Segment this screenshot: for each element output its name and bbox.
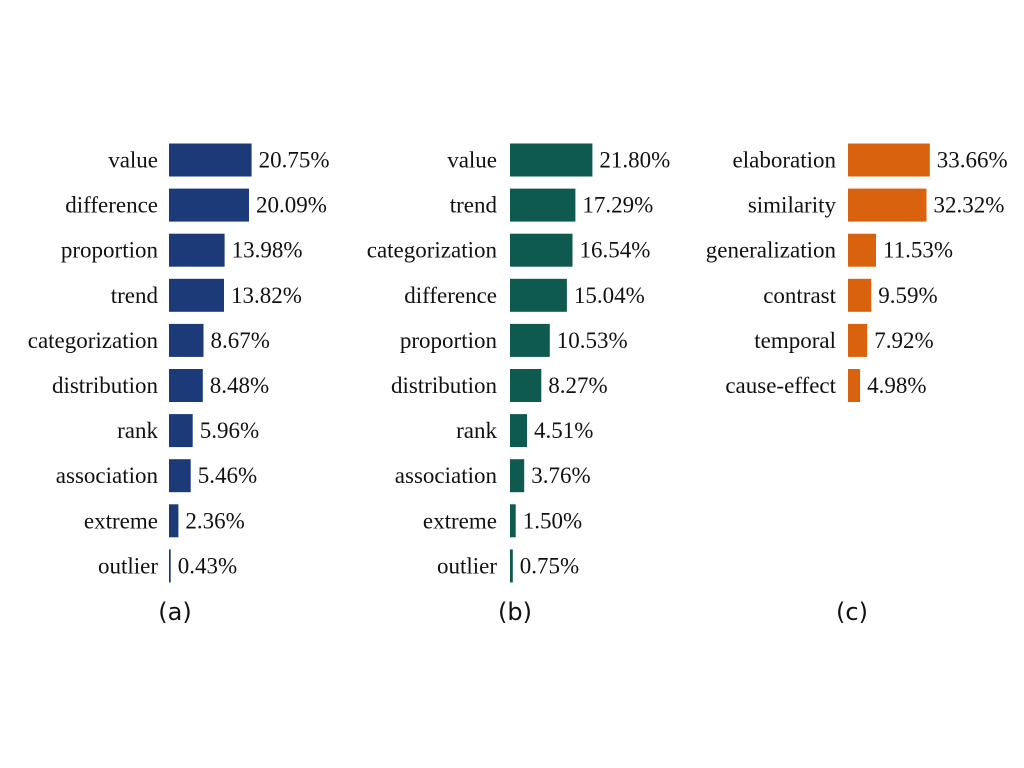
- bar: [510, 504, 516, 538]
- bar: [510, 188, 576, 222]
- category-label: rank: [117, 418, 158, 443]
- value-label: 11.53%: [883, 238, 953, 263]
- bar: [510, 414, 527, 448]
- category-label: categorization: [367, 238, 498, 263]
- value-label: 2.36%: [185, 508, 244, 533]
- bar: [169, 278, 224, 312]
- category-label: cause-effect: [725, 373, 836, 398]
- category-label: proportion: [400, 328, 498, 353]
- bar: [169, 143, 252, 177]
- chart-panel-1: value 20.75% difference 20.09% proportion 13.…: [28, 143, 330, 626]
- bar: [848, 323, 868, 357]
- category-label: outlier: [98, 553, 158, 578]
- value-label: 1.50%: [523, 508, 582, 533]
- bar: [510, 233, 573, 267]
- value-label: 8.48%: [210, 373, 269, 398]
- bar: [848, 188, 927, 222]
- category-label: distribution: [391, 373, 498, 398]
- value-label: 8.27%: [548, 373, 607, 398]
- category-label: temporal: [754, 328, 836, 353]
- bar: [169, 414, 193, 448]
- value-label: 5.46%: [198, 463, 257, 488]
- bar: [169, 369, 203, 402]
- bar: [169, 459, 191, 493]
- category-label: extreme: [423, 508, 497, 533]
- value-label: 21.80%: [599, 148, 670, 173]
- category-label: value: [108, 148, 158, 173]
- category-label: proportion: [61, 238, 159, 263]
- category-label: generalization: [706, 238, 837, 263]
- panel-label: (c): [836, 598, 868, 626]
- bar: [510, 323, 550, 357]
- category-label: value: [447, 148, 497, 173]
- value-label: 3.76%: [531, 463, 590, 488]
- value-label: 4.98%: [867, 373, 926, 398]
- bar: [169, 323, 204, 357]
- category-label: extreme: [84, 508, 158, 533]
- category-label: elaboration: [733, 148, 837, 173]
- value-label: 13.98%: [232, 238, 303, 263]
- category-label: trend: [111, 283, 159, 308]
- bar: [848, 278, 872, 312]
- category-label: similarity: [748, 193, 837, 218]
- category-label: association: [395, 463, 498, 488]
- category-label: distribution: [52, 373, 159, 398]
- value-label: 4.51%: [534, 418, 593, 443]
- category-label: trend: [450, 193, 498, 218]
- bar: [848, 369, 861, 402]
- category-label: categorization: [28, 328, 159, 353]
- bar: [510, 459, 525, 493]
- value-label: 10.53%: [557, 328, 628, 353]
- value-label: 17.29%: [582, 193, 653, 218]
- bar: [848, 233, 876, 267]
- value-label: 16.54%: [580, 238, 651, 263]
- bar: [169, 188, 249, 222]
- bar: [510, 143, 593, 177]
- bar: [169, 233, 225, 267]
- value-label: 15.04%: [574, 283, 645, 308]
- value-label: 20.09%: [256, 193, 327, 218]
- bar: [510, 549, 513, 583]
- category-label: difference: [404, 283, 497, 308]
- value-label: 7.92%: [874, 328, 933, 353]
- category-label: rank: [456, 418, 497, 443]
- value-label: 32.32%: [934, 193, 1005, 218]
- value-label: 0.75%: [520, 553, 579, 578]
- chart-panel-3: elaboration 33.66% similarity 32.32% general…: [706, 143, 1008, 626]
- value-label: 33.66%: [937, 148, 1008, 173]
- value-label: 0.43%: [178, 553, 237, 578]
- value-label: 5.96%: [200, 418, 259, 443]
- bar: [169, 549, 171, 583]
- category-label: contrast: [763, 283, 836, 308]
- chart-panel-2: value 21.80% trend 17.29% categorization 16.5…: [367, 143, 670, 626]
- category-label: outlier: [437, 553, 497, 578]
- value-label: 9.59%: [878, 283, 937, 308]
- panel-label: (b): [498, 598, 532, 626]
- category-label: association: [56, 463, 159, 488]
- bar: [510, 278, 567, 312]
- bar: [169, 504, 179, 538]
- panel-label: (a): [158, 598, 191, 626]
- bar: [848, 143, 930, 177]
- bar: [510, 369, 542, 402]
- value-label: 20.75%: [259, 148, 330, 173]
- value-label: 8.67%: [211, 328, 270, 353]
- value-label: 13.82%: [231, 283, 302, 308]
- category-label: difference: [65, 193, 158, 218]
